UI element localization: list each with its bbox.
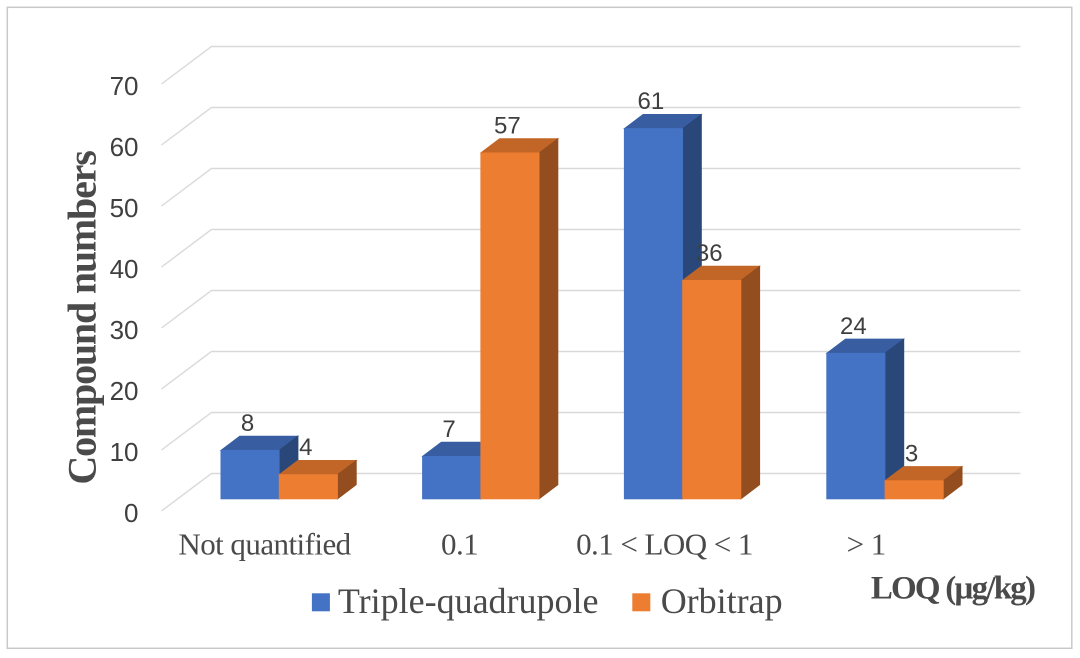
svg-text:Not quantified: Not quantified [178,526,351,561]
svg-text:0.1: 0.1 [441,526,478,561]
svg-text:40: 40 [110,254,139,284]
svg-text:4: 4 [299,434,312,461]
svg-text:0.1 < LOQ < 1: 0.1 < LOQ < 1 [576,526,753,561]
svg-text:36: 36 [696,240,723,267]
svg-text:Compound numbers: Compound numbers [60,151,105,485]
svg-text:0: 0 [124,498,138,528]
svg-text:> 1: > 1 [847,526,886,561]
svg-text:LOQ (µg/kg): LOQ (µg/kg) [871,571,1035,607]
svg-text:8: 8 [241,410,254,437]
svg-text:70: 70 [110,71,139,101]
svg-text:60: 60 [110,132,139,162]
svg-text:24: 24 [840,313,867,340]
svg-text:7: 7 [442,416,455,443]
svg-text:3: 3 [905,440,918,467]
svg-text:20: 20 [110,376,139,406]
svg-text:10: 10 [110,437,139,467]
svg-text:30: 30 [110,315,139,345]
svg-text:Orbitrap: Orbitrap [661,581,783,621]
svg-text:50: 50 [110,193,139,223]
svg-text:57: 57 [494,113,521,140]
svg-text:Triple-quadrupole: Triple-quadrupole [338,581,599,621]
svg-text:61: 61 [638,88,665,115]
